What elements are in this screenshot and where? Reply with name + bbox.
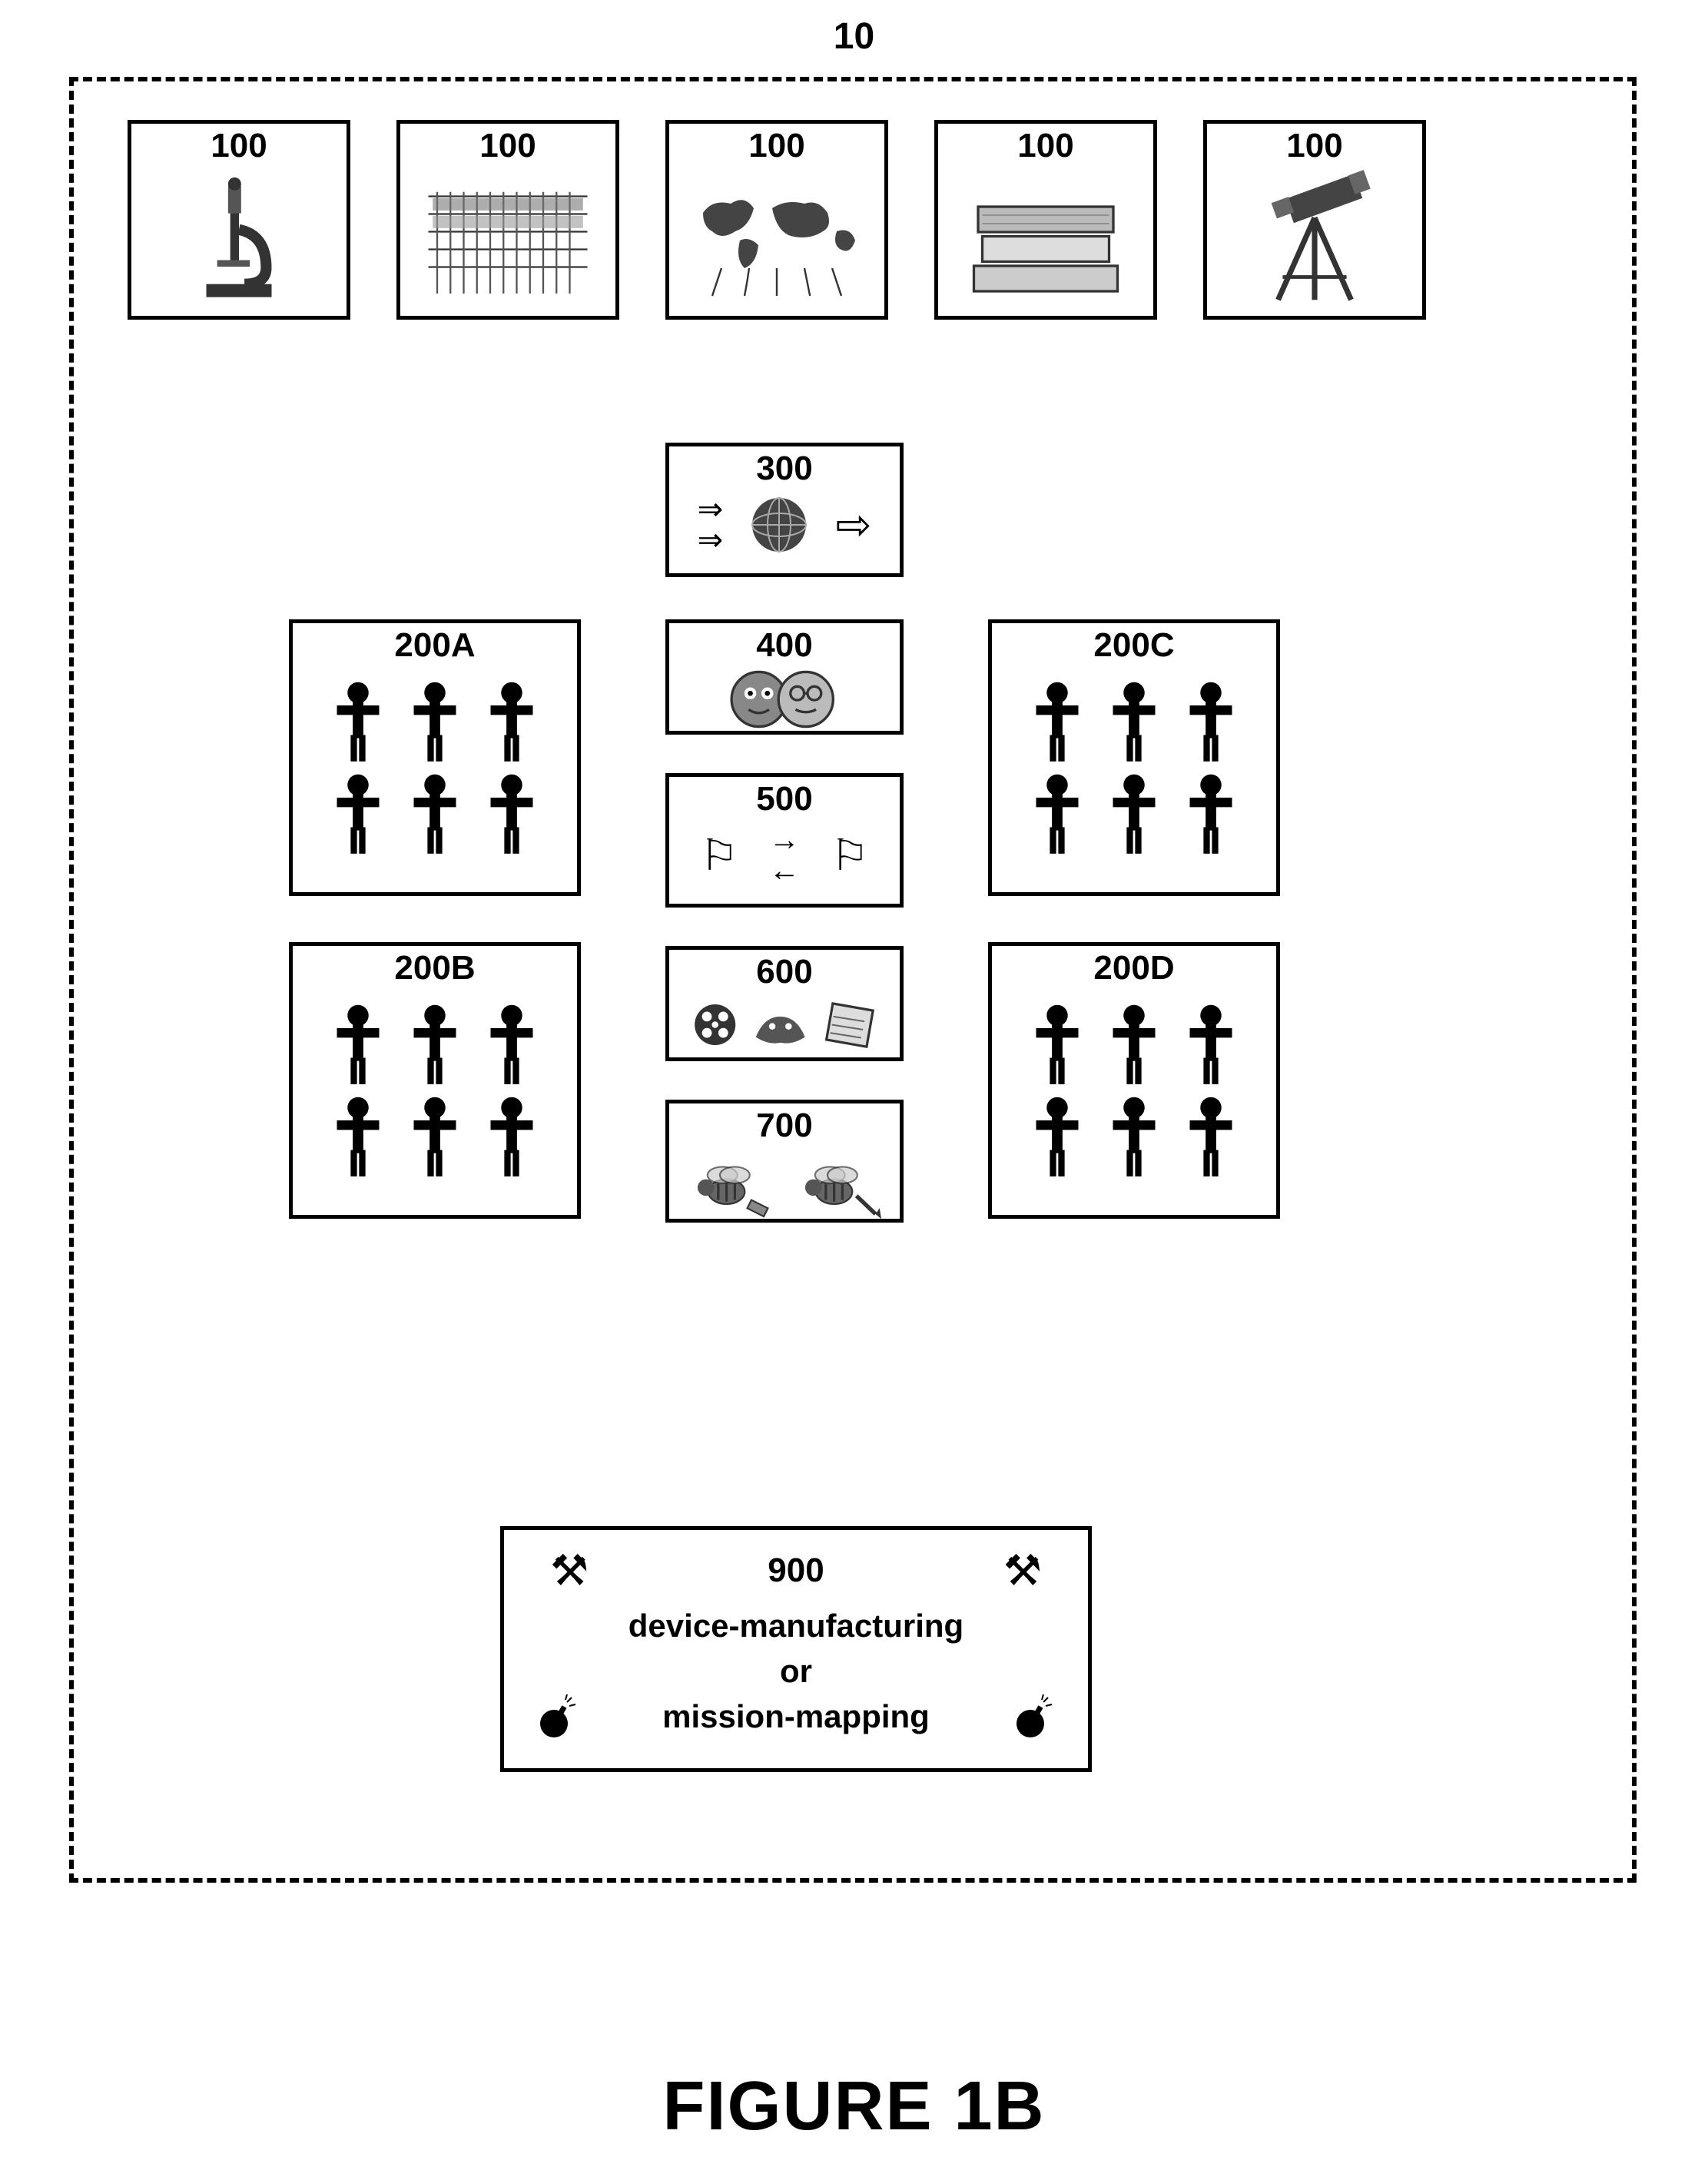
person-icon (1107, 1003, 1161, 1087)
box-200b: 200B (289, 942, 581, 1219)
person-icon (1107, 680, 1161, 765)
box-label: 700 (756, 1107, 812, 1145)
telescope-icon (1207, 165, 1422, 316)
person-icon (408, 1095, 462, 1180)
box-label: 100 (1017, 127, 1073, 165)
flag-right-icon: ⚐ (831, 830, 869, 881)
person-icon (1107, 1095, 1161, 1180)
box-label: 200D (1093, 949, 1174, 987)
box-label: 400 (756, 626, 812, 665)
people-grid (308, 665, 562, 872)
box-label: 200C (1093, 626, 1174, 665)
box900-line1: device-manufacturing (519, 1604, 1073, 1649)
box-700: 700 (665, 1100, 904, 1223)
box-200a: 200A (289, 619, 581, 896)
person-icon (1030, 680, 1084, 765)
person-icon (331, 1095, 385, 1180)
box-400: 400 (665, 619, 904, 735)
person-icon (485, 680, 539, 765)
spectrum-icon (400, 165, 615, 316)
input-arrows-icon: ⇒ ⇒ (698, 494, 724, 556)
exchange-arrows-icon: → ← (769, 825, 800, 886)
tools-right-icon: ⚒ (1003, 1545, 1042, 1596)
person-icon (408, 1003, 462, 1087)
person-icon (1184, 1095, 1238, 1180)
person-icon (331, 1003, 385, 1087)
bomb-right-icon (1011, 1694, 1057, 1741)
person-icon (1184, 1003, 1238, 1087)
person-icon (331, 772, 385, 857)
box-label: 600 (756, 953, 812, 991)
box-900: ⚒ 900 ⚒ device-manufacturing or mission-… (500, 1526, 1092, 1772)
flag-left-icon: ⚐ (700, 830, 738, 881)
person-icon (485, 772, 539, 857)
books-icon (938, 165, 1153, 316)
box-100-telescope: 100 (1203, 120, 1426, 320)
microscope-icon (131, 165, 347, 316)
person-icon (1184, 680, 1238, 765)
box-100-worldmap: 100 (665, 120, 888, 320)
box-500: 500 ⚐ → ← ⚐ (665, 773, 904, 908)
box-100-microscope: 100 (128, 120, 350, 320)
box-label: 300 (756, 450, 812, 488)
person-icon (408, 772, 462, 857)
box-label: 500 (756, 780, 812, 818)
person-icon (485, 1095, 539, 1180)
media-icon (669, 991, 900, 1057)
diagram-container: 100 100 (69, 77, 1637, 1883)
bees-icon (669, 1145, 900, 1222)
box-label: 900 (768, 1551, 824, 1590)
box-label: 100 (1286, 127, 1342, 165)
globe-icon (748, 494, 810, 556)
bomb-left-icon (535, 1694, 581, 1741)
box900-line2: or (519, 1649, 1073, 1694)
person-icon (1030, 1095, 1084, 1180)
person-icon (485, 1003, 539, 1087)
box-label: 100 (211, 127, 267, 165)
box-300: 300 ⇒ ⇒ ⇨ (665, 443, 904, 577)
box-600: 600 (665, 946, 904, 1061)
person-icon (1030, 772, 1084, 857)
people-grid (308, 987, 562, 1195)
world-map-icon (669, 165, 884, 316)
box-label: 100 (479, 127, 536, 165)
people-grid (1007, 987, 1261, 1195)
person-icon (1107, 772, 1161, 857)
box-label: 200A (394, 626, 475, 665)
people-grid (1007, 665, 1261, 872)
person-icon (408, 680, 462, 765)
box-label: 200B (394, 949, 475, 987)
output-arrow-icon: ⇨ (835, 499, 871, 550)
figure-title: FIGURE 1B (662, 2067, 1045, 2146)
faces-icon (669, 665, 900, 734)
box-200d: 200D (988, 942, 1280, 1219)
box900-line3: mission-mapping (662, 1694, 930, 1740)
box-label: 100 (748, 127, 804, 165)
box-100-spectrum: 100 (396, 120, 619, 320)
box-100-books: 100 (934, 120, 1157, 320)
tools-left-icon: ⚒ (550, 1545, 589, 1596)
page-number: 10 (834, 15, 874, 58)
box-200c: 200C (988, 619, 1280, 896)
person-icon (331, 680, 385, 765)
person-icon (1184, 772, 1238, 857)
person-icon (1030, 1003, 1084, 1087)
